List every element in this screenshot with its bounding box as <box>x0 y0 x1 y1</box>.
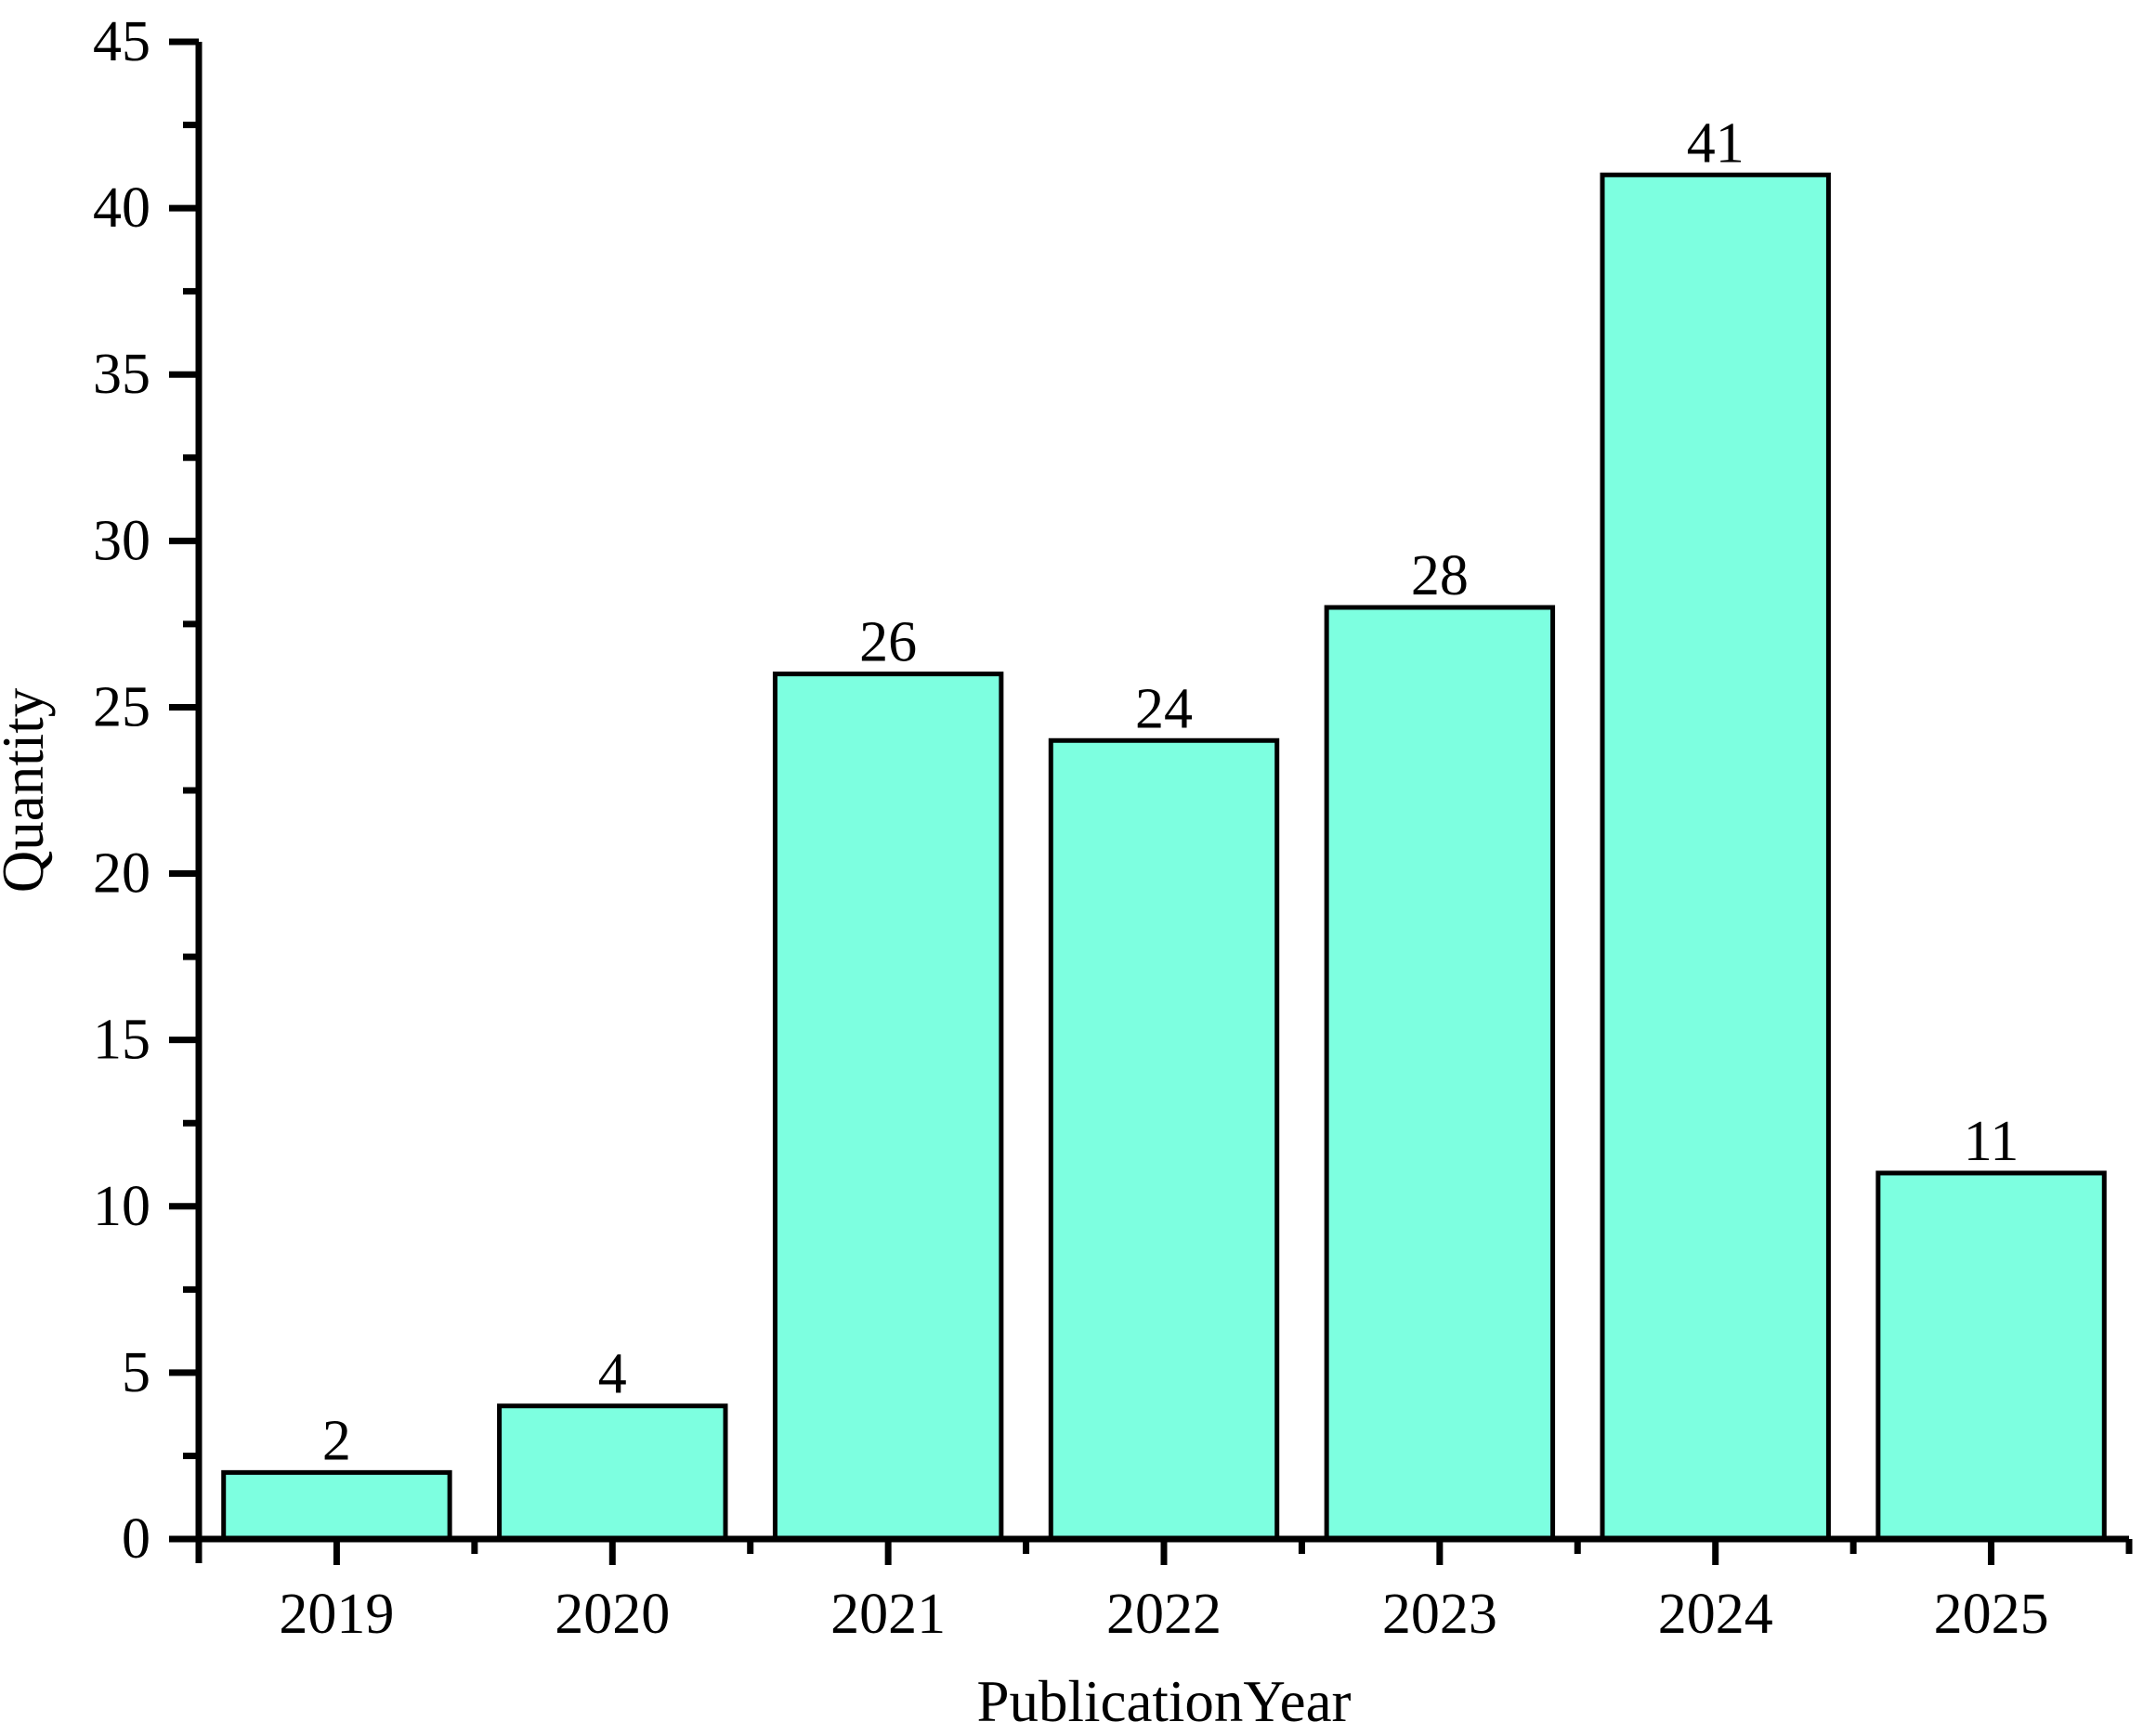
x-axis-title: PublicationYear <box>976 1669 1351 1734</box>
bar <box>1048 737 1280 1542</box>
bar <box>221 1469 452 1542</box>
x-tick-label: 2020 <box>555 1583 670 1646</box>
y-axis-title: Quantity <box>0 687 56 893</box>
y-tick-label: 15 <box>93 1009 150 1072</box>
y-tick-label: 45 <box>93 10 150 73</box>
y-tick-label: 10 <box>93 1175 150 1238</box>
bar <box>1600 172 1831 1542</box>
bar-value-label: 11 <box>1964 1110 2019 1173</box>
bar-value-label: 28 <box>1411 544 1469 607</box>
x-tick-label: 2022 <box>1106 1583 1222 1646</box>
bar-value-label: 26 <box>859 611 917 674</box>
y-tick-label: 5 <box>122 1341 150 1404</box>
y-tick-label: 0 <box>122 1507 150 1571</box>
x-tick-label: 2025 <box>1934 1583 2049 1646</box>
y-tick-label: 25 <box>93 675 150 738</box>
x-tick-label: 2024 <box>1658 1583 1773 1646</box>
y-tick-label: 40 <box>93 176 150 240</box>
x-tick-label: 2021 <box>830 1583 946 1646</box>
bar <box>1324 605 1556 1542</box>
bar <box>772 672 1004 1542</box>
y-tick-label: 20 <box>93 842 150 906</box>
bar-value-label: 2 <box>322 1409 351 1472</box>
y-tick-label: 35 <box>93 343 150 406</box>
x-tick-label: 2023 <box>1382 1583 1497 1646</box>
bar-value-label: 41 <box>1687 111 1744 175</box>
x-tick-label: 2019 <box>279 1583 394 1646</box>
bar <box>497 1403 728 1542</box>
y-tick-label: 30 <box>93 509 150 572</box>
bar-value-label: 24 <box>1135 677 1193 740</box>
bar <box>1875 1170 2107 1542</box>
bar-value-label: 4 <box>598 1343 627 1406</box>
